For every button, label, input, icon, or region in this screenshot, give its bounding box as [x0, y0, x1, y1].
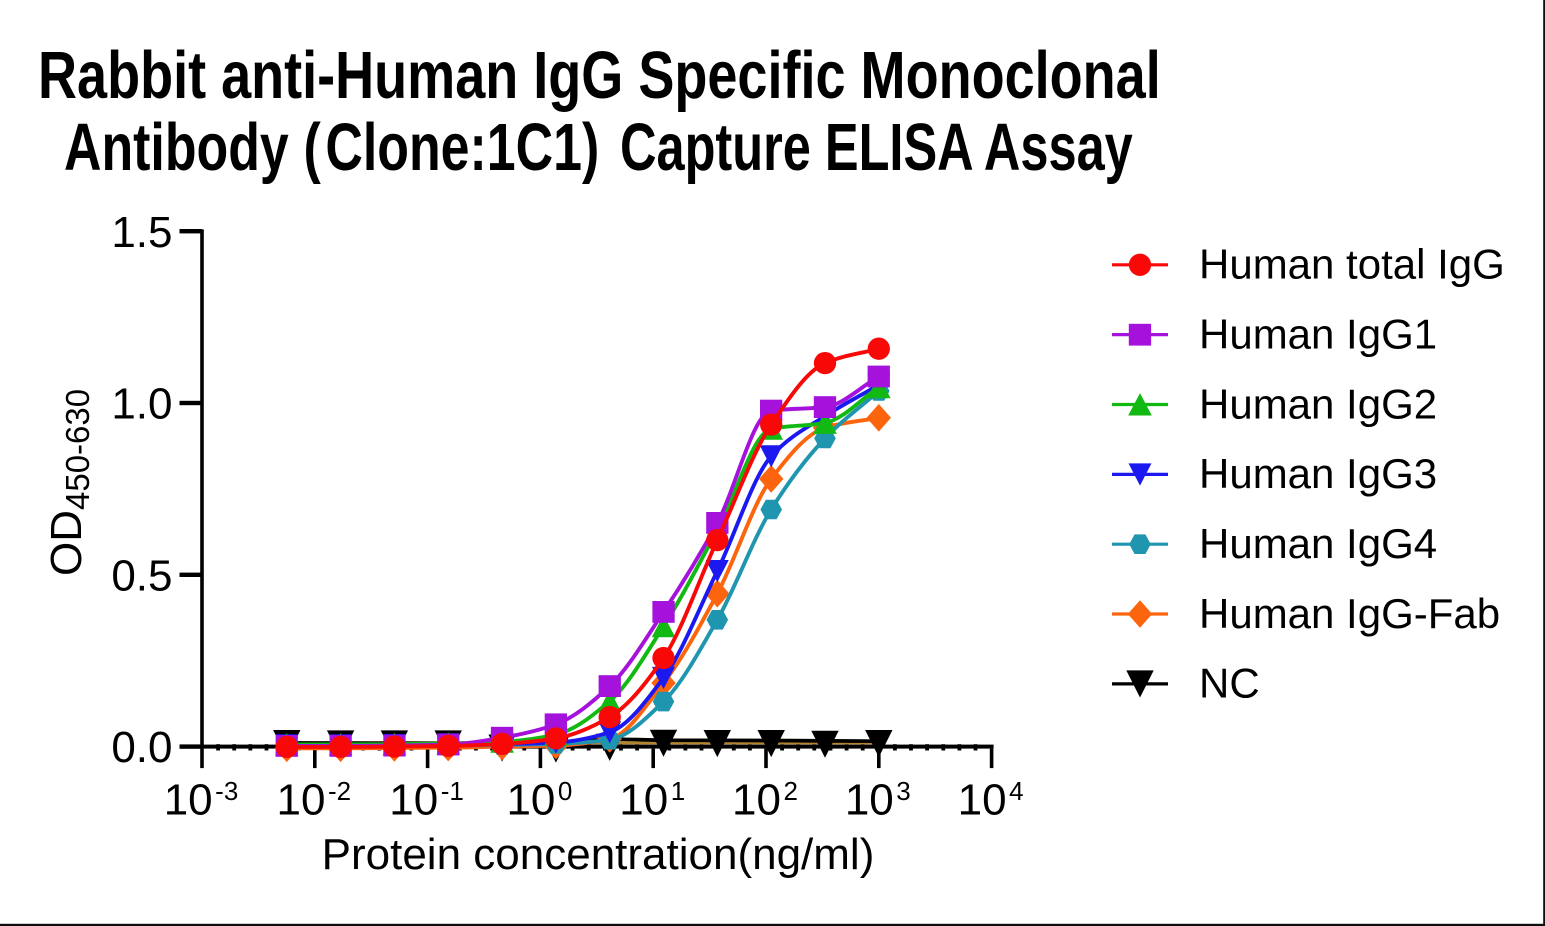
svg-text:NC: NC [1199, 660, 1260, 707]
svg-text:0.5: 0.5 [111, 551, 172, 600]
svg-text:1.0: 1.0 [111, 380, 172, 429]
svg-text:0.0: 0.0 [111, 723, 172, 772]
svg-text:Protein concentration(ng/ml): Protein concentration(ng/ml) [322, 830, 875, 879]
svg-text:Rabbit anti-Human IgG Specific: Rabbit anti-Human IgG Specific Monoclona… [38, 37, 1161, 112]
svg-text:1.5: 1.5 [111, 208, 172, 257]
svg-text:Human IgG1: Human IgG1 [1199, 310, 1437, 357]
svg-text:Antibody(Clone:1C1): Antibody (Clone:1C1) [64, 110, 599, 185]
svg-text:Human IgG2: Human IgG2 [1199, 380, 1437, 427]
svg-text:Capture ELISA Assay: Capture ELISA Assay [620, 109, 1133, 185]
svg-text:Human total IgG: Human total IgG [1199, 241, 1505, 288]
svg-text:10-1: 10-1 [389, 776, 464, 825]
svg-text:Human IgG4: Human IgG4 [1199, 520, 1437, 567]
svg-text:101: 101 [619, 776, 685, 825]
svg-text:Human IgG-Fab: Human IgG-Fab [1199, 590, 1500, 637]
svg-text:Human IgG3: Human IgG3 [1199, 450, 1437, 497]
